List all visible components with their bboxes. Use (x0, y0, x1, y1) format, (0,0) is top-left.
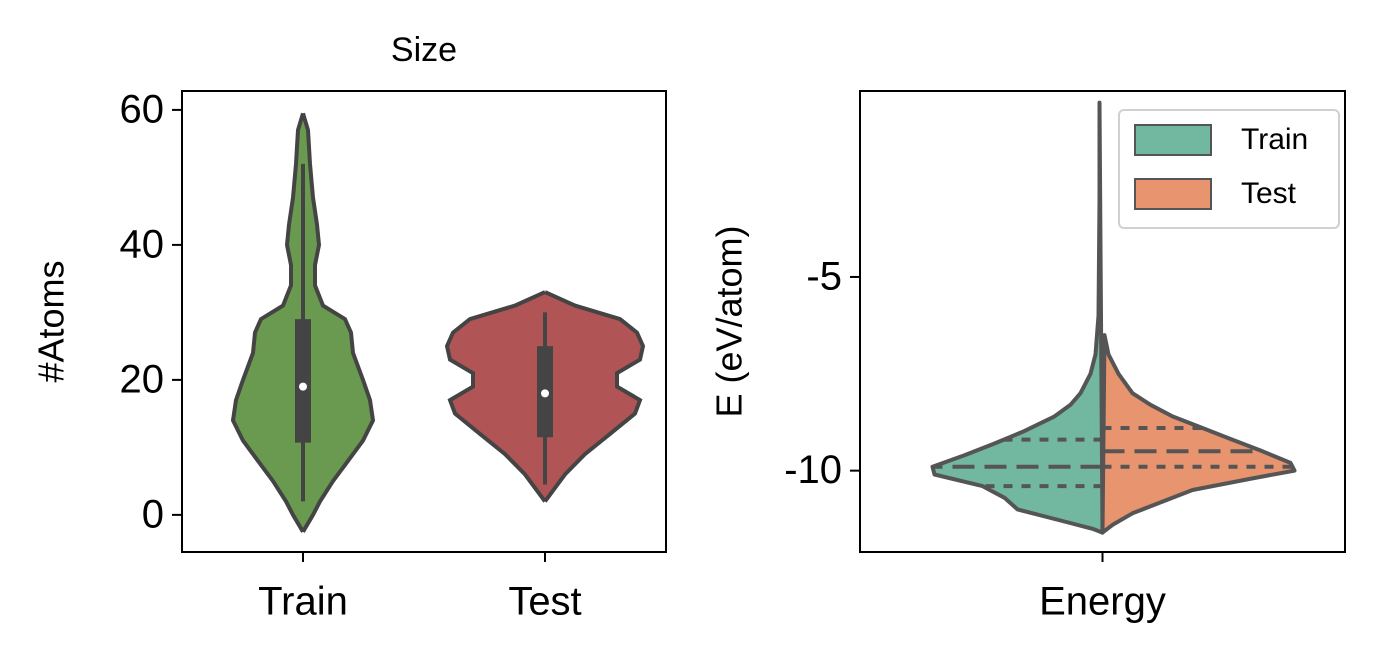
y-tick-label: 60 (120, 87, 165, 131)
violin-outline (230, 112, 305, 533)
chart-title: Size (391, 31, 457, 69)
x-tick-label: Test (508, 580, 581, 624)
x-tick-label: Energy (1039, 580, 1166, 624)
violin-body (233, 113, 303, 532)
legend-label: Test (1241, 177, 1297, 210)
violin-half (1100, 333, 1297, 535)
violin-half (930, 100, 1105, 535)
y-tick-label: 0 (142, 492, 164, 536)
x-tick-label: Train (258, 580, 348, 624)
box (295, 319, 311, 443)
violin-outline (444, 290, 547, 503)
y-tick-label: 20 (120, 357, 165, 401)
y-tick-label: -10 (784, 448, 842, 492)
plot-frame (181, 90, 667, 553)
legend-swatch (1134, 178, 1212, 210)
legend-label: Train (1241, 123, 1308, 156)
violin-outline (543, 290, 646, 503)
y-tick-label: 40 (120, 222, 165, 266)
median (299, 382, 307, 391)
y-tick-label: -5 (806, 255, 842, 299)
violin-body (545, 292, 643, 502)
y-axis-label: #Atoms (31, 260, 72, 382)
violin-body (303, 113, 373, 532)
legend-swatch (1134, 124, 1212, 156)
median (541, 389, 549, 398)
plot-frame (859, 90, 1346, 553)
violin-body (447, 292, 545, 502)
violin-outline (301, 112, 376, 533)
y-axis-label: E (eV/atom) (709, 225, 750, 417)
